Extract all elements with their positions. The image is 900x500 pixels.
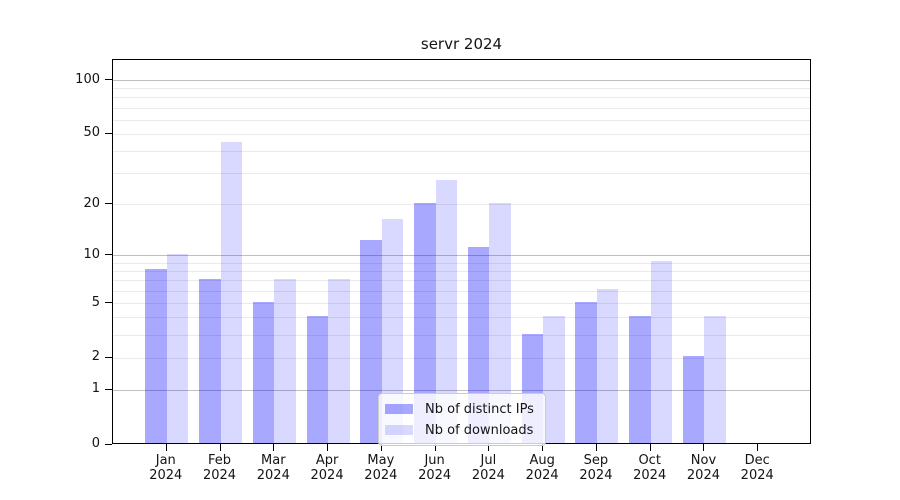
x-tick-mark-aug xyxy=(542,444,544,451)
y-tick-mark-20 xyxy=(105,203,112,205)
x-tick-mark-jan xyxy=(165,444,167,451)
y-tick-mark-2 xyxy=(105,356,112,358)
y-tick-label-1: 1 xyxy=(91,381,100,397)
legend-item-distinct-ips: Nb of distinct IPs xyxy=(385,401,537,417)
x-tick-mark-sep xyxy=(595,444,597,451)
y-tick-mark-100 xyxy=(105,79,112,81)
x-tick-mark-feb xyxy=(219,444,221,451)
bar-distinct-ips-jan xyxy=(145,269,167,443)
bar-distinct-ips-apr xyxy=(306,315,329,443)
bar-downloads-may xyxy=(381,219,404,443)
x-tick-mark-oct xyxy=(649,444,651,451)
bar-distinct-ips-may xyxy=(360,240,382,443)
x-tick-label-nov: Nov 2024 xyxy=(686,453,720,483)
y-tick-label-50: 50 xyxy=(83,125,100,141)
bar-downloads-jul xyxy=(489,202,511,443)
gridline-minor-4 xyxy=(113,317,810,319)
bar-distinct-ips-nov xyxy=(682,356,705,443)
bar-downloads-sep xyxy=(596,289,619,443)
bar-distinct-ips-oct xyxy=(629,315,651,443)
bar-downloads-feb xyxy=(220,142,243,443)
y-tick-label-10: 10 xyxy=(83,246,100,262)
legend-label-downloads: Nb of downloads xyxy=(425,422,534,438)
x-tick-mark-may xyxy=(380,444,382,451)
x-tick-mark-jul xyxy=(488,444,490,451)
gridline-major-1 xyxy=(113,389,810,391)
x-tick-mark-nov xyxy=(703,444,705,451)
x-tick-label-jan: Jan 2024 xyxy=(149,453,183,483)
x-tick-label-aug: Aug 2024 xyxy=(525,453,559,483)
chart-title: servr 2024 xyxy=(420,35,503,53)
y-tick-mark-10 xyxy=(105,254,112,256)
gridline-minor-8 xyxy=(113,270,810,272)
y-tick-label-100: 100 xyxy=(75,71,100,87)
y-tick-label-0: 0 xyxy=(91,436,100,451)
x-tick-mark-jun xyxy=(434,444,436,451)
gridline-minor-40 xyxy=(113,151,810,153)
legend-item-downloads: Nb of downloads xyxy=(385,422,537,438)
y-tick-label-20: 20 xyxy=(83,195,100,211)
bar-downloads-oct xyxy=(650,261,673,443)
x-tick-label-may: May 2024 xyxy=(364,453,398,483)
y-tick-mark-50 xyxy=(105,132,112,134)
x-tick-label-mar: Mar 2024 xyxy=(256,453,290,483)
x-tick-mark-apr xyxy=(327,444,329,451)
bar-distinct-ips-sep xyxy=(575,301,597,443)
x-tick-label-dec: Dec 2024 xyxy=(740,453,774,483)
gridline-minor-20 xyxy=(113,204,810,206)
x-tick-label-apr: Apr 2024 xyxy=(310,453,344,483)
gridline-minor-60 xyxy=(113,119,810,121)
bar-downloads-nov xyxy=(704,315,726,443)
bar-downloads-apr xyxy=(328,278,350,443)
legend-label-distinct-ips: Nb of distinct IPs xyxy=(425,401,534,417)
gridline-minor-2 xyxy=(113,357,810,359)
y-tick-label-2: 2 xyxy=(91,349,100,365)
legend: Nb of distinct IPs Nb of downloads xyxy=(378,393,546,446)
bar-downloads-aug xyxy=(543,315,565,443)
x-tick-label-jun: Jun 2024 xyxy=(418,453,452,483)
y-tick-label-5: 5 xyxy=(91,294,100,310)
bar-distinct-ips-feb xyxy=(199,278,221,443)
gridline-minor-5 xyxy=(113,303,810,304)
legend-swatch-downloads-icon xyxy=(385,425,413,435)
bar-distinct-ips-mar xyxy=(252,301,275,443)
y-tick-mark-1 xyxy=(105,388,112,390)
gridline-minor-9 xyxy=(113,262,810,264)
gridline-minor-6 xyxy=(113,290,810,292)
x-tick-label-oct: Oct 2024 xyxy=(633,453,667,483)
x-tick-label-sep: Sep 2024 xyxy=(579,453,613,483)
y-tick-mark-0 xyxy=(105,443,112,445)
bar-downloads-jun xyxy=(435,179,458,443)
gridline-minor-7 xyxy=(113,280,810,282)
gridline-minor-80 xyxy=(113,97,810,99)
x-tick-label-jul: Jul 2024 xyxy=(471,453,505,483)
bar-downloads-jan xyxy=(166,253,189,443)
gridline-minor-30 xyxy=(113,173,810,175)
legend-swatch-distinct-ips-icon xyxy=(385,404,413,414)
gridline-minor-90 xyxy=(113,88,810,90)
plot-area: Nb of distinct IPs Nb of downloads xyxy=(112,59,811,446)
gridline-minor-50 xyxy=(113,133,810,135)
gridline-major-10 xyxy=(113,255,810,257)
x-tick-label-feb: Feb 2024 xyxy=(202,453,237,483)
x-tick-mark-mar xyxy=(273,444,275,451)
gridline-minor-70 xyxy=(113,107,810,109)
x-tick-mark-dec xyxy=(757,444,759,451)
gridline-major-100 xyxy=(113,80,810,82)
bar-distinct-ips-jun xyxy=(414,202,436,443)
y-tick-mark-5 xyxy=(105,302,112,303)
bar-downloads-mar xyxy=(274,278,296,443)
gridline-minor-3 xyxy=(113,335,810,337)
